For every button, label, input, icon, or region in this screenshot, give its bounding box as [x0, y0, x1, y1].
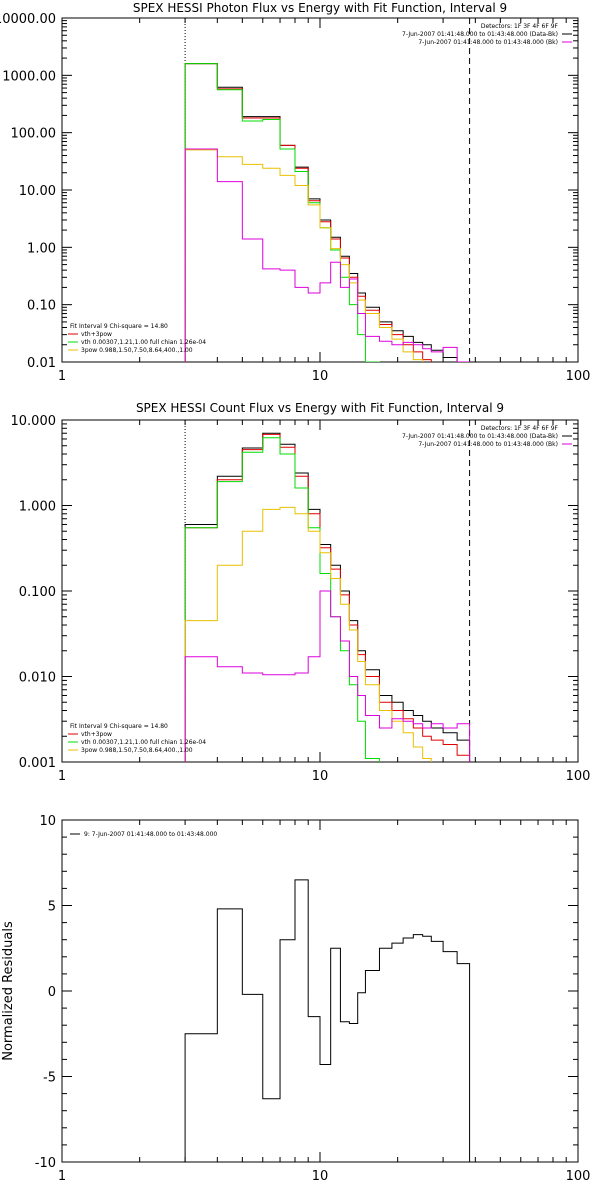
y-tick-label: 0 [48, 985, 56, 1000]
x-tick-label: 100 [566, 769, 591, 784]
y-tick-label: 10 [39, 814, 56, 829]
series-group [184, 879, 471, 1162]
y-tick-label: -5 [43, 1071, 56, 1086]
series-line [184, 437, 380, 762]
y-tick-label: 1.000 [19, 500, 56, 515]
series-line [184, 590, 471, 762]
x-tick-label: 10 [312, 369, 329, 384]
y-tick-label: 10000.00 [0, 12, 56, 27]
y-tick-label: 5 [48, 900, 56, 915]
plot-frame [61, 17, 579, 363]
series-group [184, 63, 471, 362]
fit-legend-text: 3pow 0.988,1.50,7.50,8.64,400.,1.00 [81, 747, 193, 754]
y-tick-label: 0.10 [27, 299, 56, 314]
x-tick-label: 1 [58, 769, 66, 784]
residual-legend-text: 9: 7-Jun-2007 01:41:48.000 to 01:43:48.0… [84, 831, 217, 838]
series-line [184, 148, 471, 362]
y-tick-label: -10 [35, 1156, 56, 1171]
x-tick-label: 10 [312, 769, 329, 784]
y-tick-label: 10.00 [19, 184, 56, 199]
y-tick-label: 100.00 [11, 127, 57, 142]
fit-legend-text: Fit Interval 9 Chi-square = 14.80 [70, 723, 168, 730]
x-tick-label: 10 [312, 1169, 329, 1184]
fit-legend-text: Fit Interval 9 Chi-square = 14.80 [70, 323, 168, 330]
photon-flux-panel: 1 10 100 0.01 0.10 1.00 10.00 100.00 1000.00 1000… [0, 1, 591, 384]
header-text: Detectors: 1F 3F 4F 6F 9F [481, 425, 559, 432]
y-axis-label: Normalized Residuals [1, 921, 16, 1061]
y-tick-label: 1000.00 [2, 69, 56, 84]
x-tick-label: 100 [566, 1169, 591, 1184]
series-line [184, 63, 471, 362]
chart-title: SPEX HESSI Count Flux vs Energy with Fit… [136, 401, 504, 415]
x-tick-label: 1 [58, 369, 66, 384]
y-tick-label: 0.01 [27, 356, 56, 371]
series-line [184, 63, 432, 362]
plot-frame [61, 819, 579, 1163]
x-tick-label: 1 [58, 1169, 66, 1184]
series-line [184, 879, 471, 1162]
series-line [184, 506, 432, 762]
header-text: 7-Jun-2007 01:41:48.000 to 01:43:48.000 … [418, 441, 558, 448]
series-group [184, 432, 471, 762]
series-line [184, 63, 380, 362]
residuals-panel: 1 10 100 -10 -5 0 5 10 Normalized Residuals 9: 7-… [1, 814, 591, 1184]
y-tick-label: 0.010 [19, 671, 56, 686]
y-tick-label: 0.001 [19, 756, 56, 771]
chart-title: SPEX HESSI Photon Flux vs Energy with Fi… [133, 1, 507, 15]
fit-legend-text: vth+3pow [81, 731, 112, 738]
count-flux-panel: 1 10 100 0.001 0.010 0.100 1.000 10.000 SPEX HES… [11, 401, 591, 784]
y-tick-label: 10.000 [11, 414, 57, 429]
header-text: 7-Jun-2007 01:41:48.000 to 01:43:48.000 … [418, 39, 558, 46]
fit-legend-text: vth 0.00307,1.21,1.00 full chian 1.26e-0… [81, 339, 206, 346]
fit-legend-text: vth+3pow [81, 331, 112, 338]
series-line [184, 432, 471, 762]
fit-legend-text: vth 0.00307,1.21,1.00 full chian 1.26e-0… [81, 739, 206, 746]
series-line [184, 149, 424, 362]
y-tick-label: 0.100 [19, 585, 56, 600]
y-tick-label: 1.00 [27, 241, 56, 256]
header-text: 7-Jun-2007 01:41:48.000 to 01:43:48.000 … [402, 433, 558, 440]
header-text: Detectors: 1F 3F 4F 6F 9F [481, 23, 559, 30]
series-line [184, 433, 471, 762]
x-tick-label: 100 [566, 369, 591, 384]
header-text: 7-Jun-2007 01:41:48.000 to 01:43:48.000 … [402, 31, 558, 38]
fit-legend-text: 3pow 0.988,1.50,7.50,8.64,400.,1.00 [81, 347, 193, 354]
